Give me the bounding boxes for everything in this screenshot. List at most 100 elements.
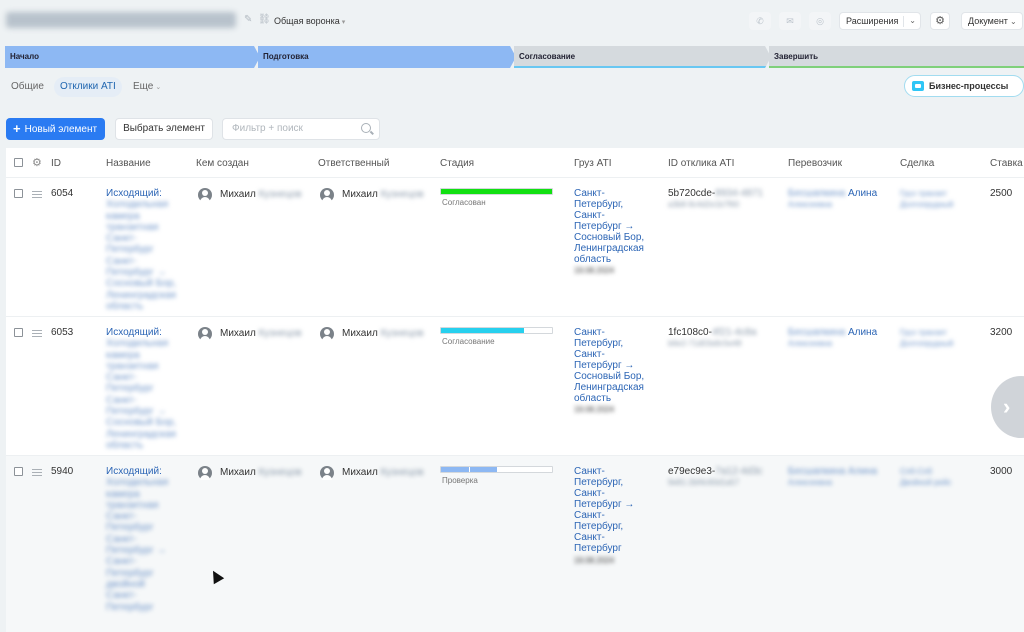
row-checkbox[interactable] [14, 189, 23, 198]
stage-progress[interactable] [440, 327, 553, 334]
stage-progress[interactable] [440, 188, 553, 195]
tab-general[interactable]: Общие [11, 81, 44, 92]
stage-label: Согласование [442, 337, 495, 346]
tab-ati-responses[interactable]: Отклики ATI [54, 77, 122, 97]
cargo-route[interactable]: Санкт- Петербург, Санкт- Петербург → Санкт- П… [574, 466, 650, 554]
cargo-route-line: область [574, 254, 612, 265]
row-checkbox[interactable] [14, 467, 23, 476]
table-row[interactable]: 6053 Исходящий: Холодильная камера транзит… [6, 317, 1024, 456]
cargo-route-line: Санкт- [574, 488, 605, 499]
cargo-route-line: Санкт- [574, 466, 605, 477]
top-bar: ✎ ⛓ Общая воронка ▾ ✆ ✉ ◎ Расширения ⌄ ⚙ Д… [0, 0, 1024, 42]
select-all-checkbox[interactable] [14, 158, 23, 167]
column-carrier[interactable]: Перевозчик [788, 158, 842, 169]
row-id: 6053 [51, 327, 74, 338]
stage-finish[interactable]: Завершить [769, 46, 1024, 68]
row-name[interactable]: Исходящий: Холодильная камера транзитная Са… [106, 188, 177, 312]
responsible-name[interactable]: Михаил Кузнецов [342, 189, 424, 200]
deal-link[interactable]: Груз транзит Долгопрудный [900, 328, 954, 349]
funnel-label: Общая воронка [274, 16, 340, 26]
cargo-route[interactable]: Санкт- Петербург, Санкт- Петербург → Сосновы… [574, 188, 650, 265]
row-name[interactable]: Исходящий: Холодильная камера транзитная Са… [106, 327, 177, 451]
row-menu-icon[interactable] [32, 469, 42, 476]
funnel-selector[interactable]: Общая воронка ▾ [274, 16, 345, 26]
tab-more[interactable]: Еще ⌄ [133, 81, 162, 92]
created-by-name[interactable]: Михаил Кузнецов [220, 328, 302, 339]
carrier[interactable]: Бесшапкина Алина Алексеевна [788, 327, 878, 349]
cargo-route-line: Петербург, [574, 477, 624, 488]
cargo-route-line: Сосновый Бор, [574, 232, 645, 243]
cargo-route[interactable]: Санкт- Петербург, Санкт- Петербург → Сосновы… [574, 327, 650, 404]
elements-grid: ⚙ ID Название Кем создан Ответственный С… [6, 148, 1024, 632]
stage-progress[interactable] [440, 466, 553, 473]
column-deal[interactable]: Сделка [900, 158, 935, 169]
created-by-name[interactable]: Михаил Кузнецов [220, 189, 302, 200]
created-by-name[interactable]: Михаил Кузнецов [220, 467, 302, 478]
grid-header: ⚙ ID Название Кем создан Ответственный С… [6, 148, 1024, 178]
chevron-down-icon: ⌄ [1009, 17, 1017, 26]
ati-response-id: e79ec9e3-7a12-4d3c 9e81-2bf4c60d1a57 [668, 466, 763, 488]
stage-approval[interactable]: Согласование [514, 46, 771, 68]
column-cargo[interactable]: Груз ATI [574, 158, 612, 169]
rate-value: 2500 [990, 188, 1013, 199]
cargo-route-line: Ленинградская [574, 243, 644, 254]
user-avatar-icon [320, 466, 334, 480]
table-row[interactable]: 5940 Исходящий: Холодильная камера транзит… [6, 456, 1024, 632]
chevron-down-icon: ⌄ [155, 84, 162, 91]
cargo-route-line: Санкт- [574, 532, 605, 543]
cargo-route-line: Санкт- [574, 349, 605, 360]
carrier[interactable]: Бесшапкина Алина Алексеевна [788, 188, 878, 210]
ati-response-id: 5b720cde-8934-4871 a3b8-9c4d2e1b7f60 [668, 188, 764, 210]
select-element-button[interactable]: Выбрать элемент [115, 118, 213, 140]
document-button[interactable]: Документ ⌄ [961, 12, 1023, 30]
search-icon[interactable] [361, 123, 371, 133]
cargo-route-line: Сосновый Бор, [574, 371, 645, 382]
stage-start[interactable]: Начало [5, 46, 260, 68]
cargo-route-line: Петербург → [574, 221, 635, 232]
cargo-route-line: Петербург, [574, 199, 624, 210]
chat-icon[interactable]: ◎ [809, 12, 831, 30]
user-avatar-icon [320, 188, 334, 202]
table-row[interactable]: 6054 Исходящий: Холодильная камера транзит… [6, 178, 1024, 317]
new-element-button[interactable]: + Новый элемент [6, 118, 105, 140]
stage-progress-bar: Начало Подготовка Согласование Завершить [5, 46, 1024, 68]
column-ati-id[interactable]: ID отклика ATI [668, 158, 735, 169]
stage-preparation[interactable]: Подготовка [258, 46, 516, 68]
cargo-route-line: Петербург [574, 543, 622, 554]
deal-link[interactable]: Спб-Спб Двойной рейс [900, 467, 952, 488]
row-name[interactable]: Исходящий: Холодильная камера транзитная Са… [106, 466, 169, 613]
cargo-route-line: Санкт- [574, 210, 605, 221]
column-rate[interactable]: Ставка [990, 158, 1023, 169]
mail-icon[interactable]: ✉ [779, 12, 801, 30]
phone-icon[interactable]: ✆ [749, 12, 771, 30]
column-id[interactable]: ID [51, 158, 61, 169]
chevron-right-icon: › [1003, 394, 1011, 419]
link-icon[interactable]: ⛓ [258, 14, 271, 25]
filter-search-input[interactable]: Фильтр + поиск [222, 118, 380, 140]
user-avatar-icon [198, 188, 212, 202]
column-name[interactable]: Название [106, 158, 151, 169]
extensions-button[interactable]: Расширения ⌄ [839, 12, 921, 30]
stage-label: Проверка [442, 476, 478, 485]
settings-gear-icon[interactable]: ⚙ [930, 12, 950, 30]
row-menu-icon[interactable] [32, 330, 42, 337]
column-stage[interactable]: Стадия [440, 158, 475, 169]
responsible-name[interactable]: Михаил Кузнецов [342, 328, 424, 339]
rate-value: 3000 [990, 466, 1013, 477]
edit-icon[interactable]: ✎ [244, 14, 253, 25]
cargo-route-line: Петербург, [574, 521, 624, 532]
responsible-name[interactable]: Михаил Кузнецов [342, 467, 424, 478]
row-menu-icon[interactable] [32, 191, 42, 198]
deal-link[interactable]: Груз транзит Долгопрудный [900, 189, 954, 210]
business-processes-button[interactable]: Бизнес-процессы [904, 75, 1024, 97]
column-responsible[interactable]: Ответственный [318, 158, 390, 169]
extensions-label: Расширения [846, 16, 899, 26]
row-id: 5940 [51, 466, 74, 477]
cargo-route-line: область [574, 393, 612, 404]
row-checkbox[interactable] [14, 328, 23, 337]
grid-settings-gear-icon[interactable]: ⚙ [32, 157, 42, 169]
column-created-by[interactable]: Кем создан [196, 158, 249, 169]
record-title [6, 12, 236, 28]
cargo-route-line: Санкт- [574, 188, 605, 199]
carrier[interactable]: Бесшапкина Алина Алексеевна [788, 466, 878, 488]
